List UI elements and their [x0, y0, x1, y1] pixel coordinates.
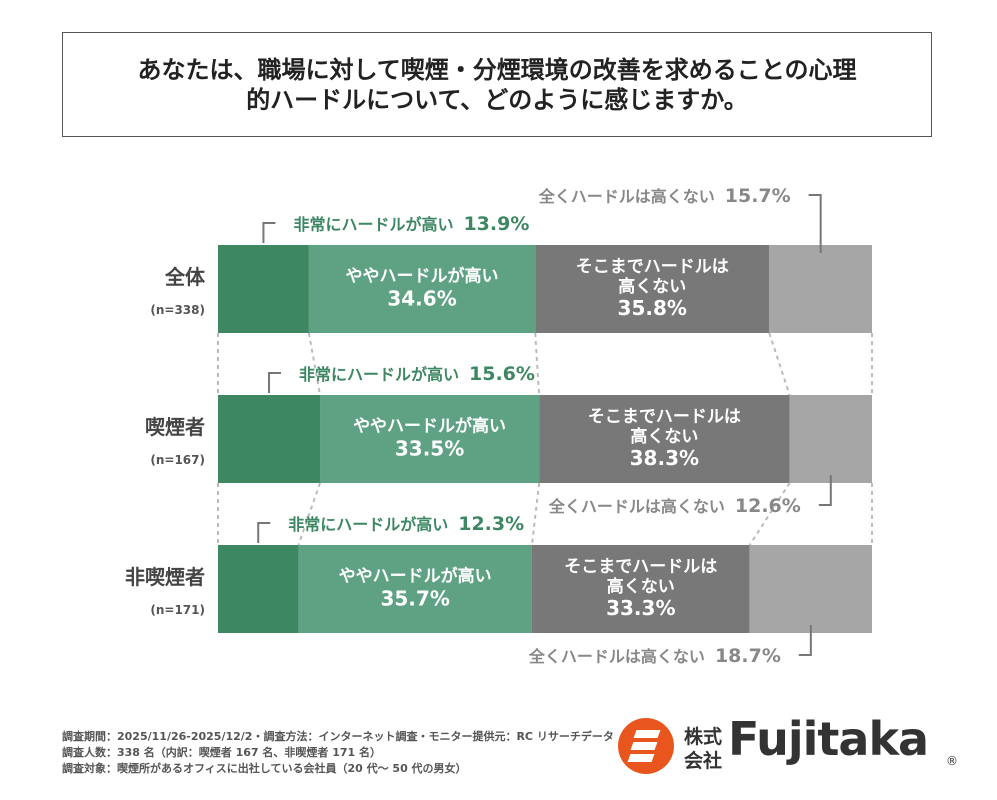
- bar-label: そこまでハードルは高くない 33.3%: [558, 556, 723, 621]
- callout-line: [798, 625, 812, 656]
- value-label: 35.7%: [380, 586, 450, 611]
- bar: [749, 545, 872, 633]
- logo-registered: ®: [946, 754, 958, 768]
- connector-line: [534, 332, 541, 396]
- bar: [539, 395, 790, 483]
- bar: [298, 545, 532, 633]
- bar: [308, 245, 536, 333]
- footnote: 調査人数：338 名（内訳：喫煙者 167 名、非喫煙者 171 名）: [62, 746, 382, 759]
- value-label: 33.3%: [606, 596, 676, 621]
- callout-label: 全くハードルは高くない 15.7%: [539, 183, 791, 207]
- bar: [218, 545, 299, 633]
- series-name: 全くハードルは高くない: [528, 647, 705, 666]
- series-name: そこまでハードルは高くない: [564, 556, 718, 597]
- connector-line: [297, 482, 321, 546]
- logo-name: Fujitaka: [728, 712, 929, 766]
- series-name: 全くハードルは高くない: [548, 497, 725, 516]
- logo-text: 会社: [684, 750, 723, 772]
- category-note: (n=338): [150, 303, 205, 317]
- series-name: 全くハードルは高くない: [538, 187, 715, 206]
- series-name: そこまでハードルは高くない: [587, 406, 741, 447]
- bar: [531, 545, 750, 633]
- category-label: 喫煙者: [145, 415, 205, 439]
- bar-label: ややハードルが高い 35.7%: [333, 566, 498, 611]
- value-label: 35.8%: [617, 296, 687, 321]
- callout-label: 全くハードルは高くない 12.6%: [549, 493, 801, 517]
- category-note: (n=171): [150, 603, 205, 617]
- bar: [535, 245, 770, 333]
- bar-label: そこまでハードルは高くない 35.8%: [570, 256, 735, 321]
- connector-line: [530, 482, 541, 546]
- bar-label: ややハードルが高い 33.5%: [347, 416, 512, 461]
- callout-line: [262, 222, 276, 243]
- category-label: 非喫煙者: [125, 565, 205, 589]
- category-note: (n=167): [150, 453, 205, 467]
- footnote: 調査期間：2025/11/26-2025/12/2・調査方法：インターネット調査…: [62, 730, 614, 743]
- bar: [789, 395, 872, 483]
- connector-line: [307, 332, 322, 396]
- callout-label: 非常にハードルが高い 12.3%: [288, 511, 524, 535]
- bar-label: そこまでハードルは高くない 38.3%: [582, 406, 747, 471]
- series-name: ややハードルが高い: [353, 416, 507, 437]
- series-name: 非常にハードルが高い: [293, 215, 454, 234]
- value-label: 12.6%: [734, 495, 801, 517]
- bar: [769, 245, 872, 333]
- callout-label: 全くハードルは高くない 18.7%: [529, 643, 781, 667]
- connector-line: [768, 332, 791, 396]
- bar-label: ややハードルが高い 34.6%: [340, 266, 505, 311]
- callout-line: [268, 372, 282, 393]
- value-label: 33.5%: [394, 436, 465, 461]
- callout-label: 非常にハードルが高い 15.6%: [299, 361, 535, 385]
- value-label: 18.7%: [714, 645, 781, 667]
- series-name: 非常にハードルが高い: [299, 365, 460, 384]
- bar: [218, 395, 321, 483]
- logo-text: 株式: [684, 726, 723, 748]
- chart-title: あなたは、職場に対して喫煙・分煙環境の改善を求めることの心理的ハードルについて、…: [137, 55, 857, 114]
- callout-line: [257, 522, 271, 543]
- series-name: ややハードルが高い: [345, 266, 499, 287]
- value-label: 13.9%: [463, 213, 530, 235]
- value-label: 12.3%: [458, 513, 525, 535]
- value-label: 15.6%: [469, 363, 535, 385]
- footnote: 調査対象：喫煙所があるオフィスに出社している会社員（20 代～ 50 代の男女）: [62, 762, 467, 775]
- title-box: あなたは、職場に対して喫煙・分煙環境の改善を求めることの心理的ハードルについて、…: [62, 32, 932, 137]
- callout-line: [808, 194, 822, 253]
- callout-line: [818, 475, 832, 506]
- logo-mark: [618, 718, 674, 774]
- series-name: ややハードルが高い: [338, 566, 492, 587]
- bar: [218, 245, 309, 333]
- series-name: 非常にハードルが高い: [288, 515, 449, 534]
- series-name: そこまでハードルは高くない: [575, 256, 729, 297]
- category-label: 全体: [165, 265, 205, 289]
- bar: [320, 395, 540, 483]
- value-label: 15.7%: [724, 185, 791, 207]
- callout-label: 非常にハードルが高い 13.9%: [293, 211, 529, 235]
- value-label: 34.6%: [387, 286, 457, 311]
- value-label: 38.3%: [629, 446, 700, 471]
